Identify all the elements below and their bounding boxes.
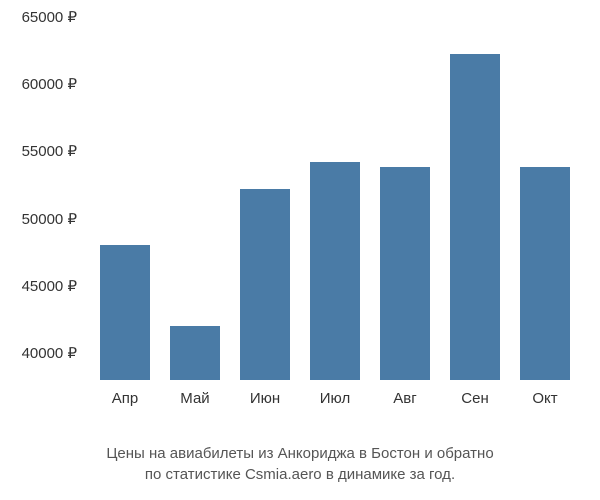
x-tick-label: Окт (532, 390, 557, 407)
y-tick-label: 55000 ₽ (22, 142, 77, 160)
x-tick-label: Май (180, 390, 209, 407)
bar (100, 245, 150, 380)
y-tick-label: 60000 ₽ (22, 75, 77, 93)
x-tick-label: Июн (250, 390, 280, 407)
plot-area (90, 10, 580, 380)
bar (380, 167, 430, 380)
x-tick-label: Сен (461, 390, 488, 407)
y-tick-label: 65000 ₽ (22, 8, 77, 26)
caption-line-1: Цены на авиабилеты из Анкориджа в Бостон… (106, 445, 493, 462)
y-tick-label: 50000 ₽ (22, 210, 77, 228)
bar (520, 167, 570, 380)
caption-line-2: по статистике Csmia.aero в динамике за г… (145, 466, 455, 483)
bar (170, 326, 220, 380)
bars-group (90, 10, 580, 380)
x-tick-label: Июл (320, 390, 350, 407)
bar (450, 54, 500, 380)
chart-container: 40000 ₽ 45000 ₽ 50000 ₽ 55000 ₽ 60000 ₽ 65000… (0, 0, 600, 500)
chart-caption: Цены на авиабилеты из Анкориджа в Бостон… (0, 443, 600, 485)
x-axis: Апр Май Июн Июл Авг Сен Окт (90, 385, 580, 415)
bar (240, 189, 290, 380)
y-tick-label: 40000 ₽ (22, 344, 77, 362)
x-tick-label: Апр (112, 390, 138, 407)
y-tick-label: 45000 ₽ (22, 277, 77, 295)
y-axis: 40000 ₽ 45000 ₽ 50000 ₽ 55000 ₽ 60000 ₽ 65000… (0, 10, 85, 380)
bar (310, 162, 360, 380)
x-tick-label: Авг (393, 390, 416, 407)
